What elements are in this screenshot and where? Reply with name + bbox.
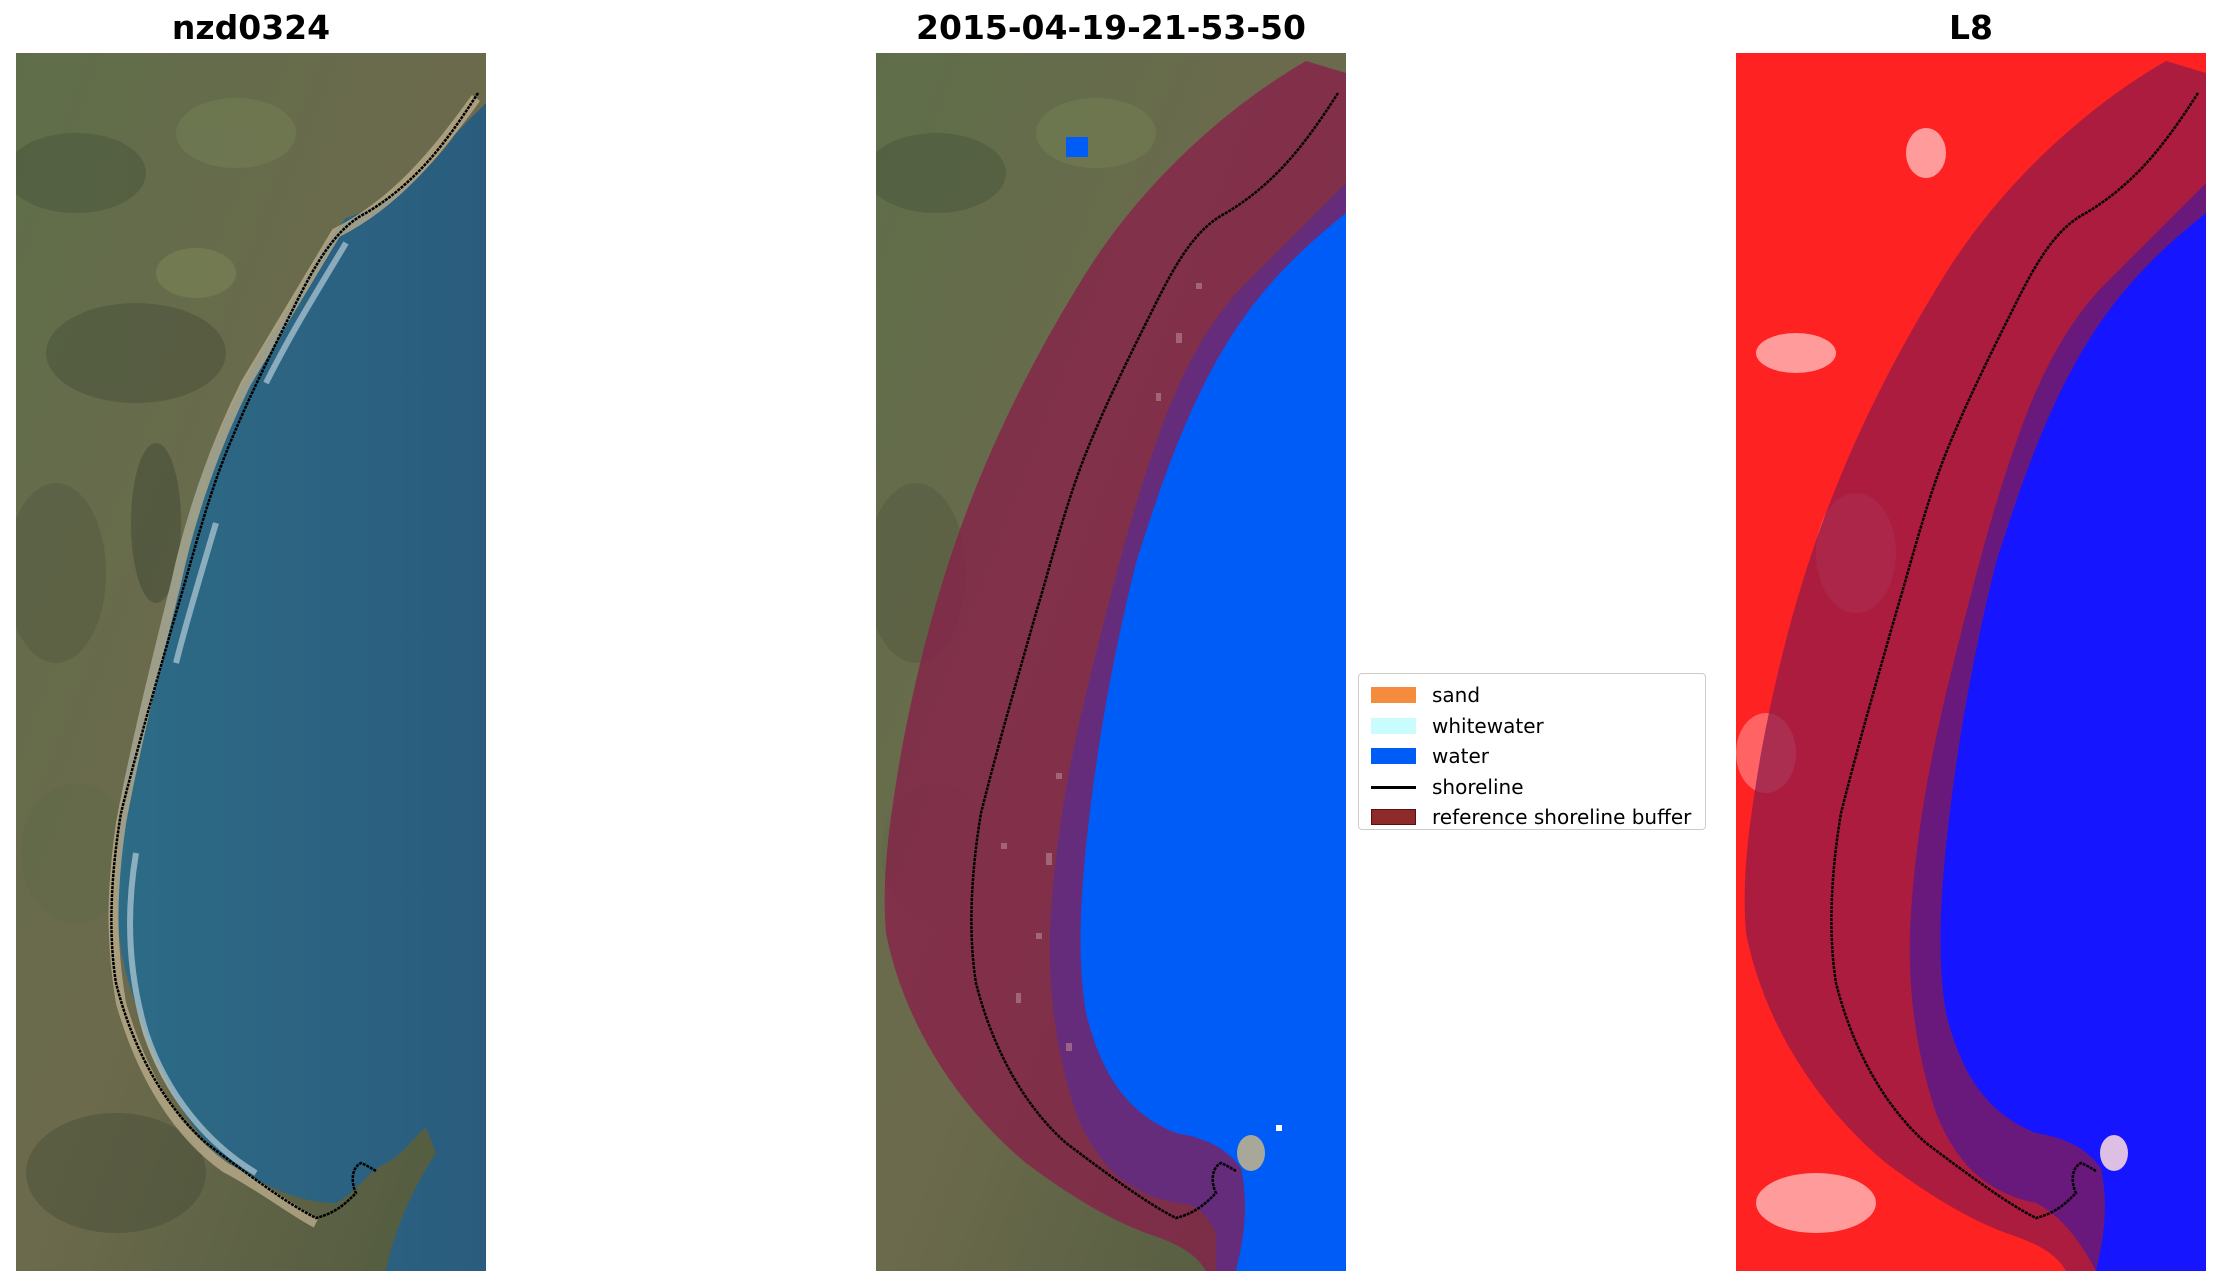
index-image: [1736, 53, 2206, 1271]
rgb-satellite-image: [16, 53, 486, 1271]
water-class-area: [1049, 183, 1346, 1271]
legend-label: reference shoreline buffer: [1432, 805, 1692, 830]
water-swatch: [1371, 748, 1416, 765]
classified-image: [876, 53, 1346, 1271]
index-panel-title: L8: [1949, 8, 1993, 47]
shoreline-line: [110, 92, 480, 1220]
legend-label: sand: [1432, 683, 1481, 708]
legend-item-water: water: [1371, 741, 1693, 772]
legend-label: whitewater: [1432, 713, 1544, 738]
whitewater-swatch: [1371, 717, 1416, 734]
sea-area: [116, 103, 486, 1271]
legend-item-whitewater: whitewater: [1371, 711, 1693, 742]
sand-swatch: [1371, 687, 1416, 704]
legend-item-buffer: reference shoreline buffer: [1371, 802, 1693, 833]
legend-item-sand: sand: [1371, 680, 1693, 711]
legend-item-shoreline: shoreline: [1371, 772, 1693, 803]
rgb-panel-title: nzd0324: [171, 8, 331, 47]
classified-panel-title: 2015-04-19-21-53-50: [916, 8, 1306, 47]
legend: sand whitewater water shoreline referenc…: [1358, 673, 1706, 830]
legend-label: water: [1432, 744, 1489, 769]
shoreline-swatch: [1371, 779, 1416, 795]
buffer-swatch: [1371, 809, 1416, 826]
shoreline-line: [1830, 92, 2200, 1220]
shoreline-line: [970, 92, 1340, 1220]
reference-shoreline-buffer: [884, 61, 1346, 1271]
legend-label: shoreline: [1432, 774, 1524, 799]
